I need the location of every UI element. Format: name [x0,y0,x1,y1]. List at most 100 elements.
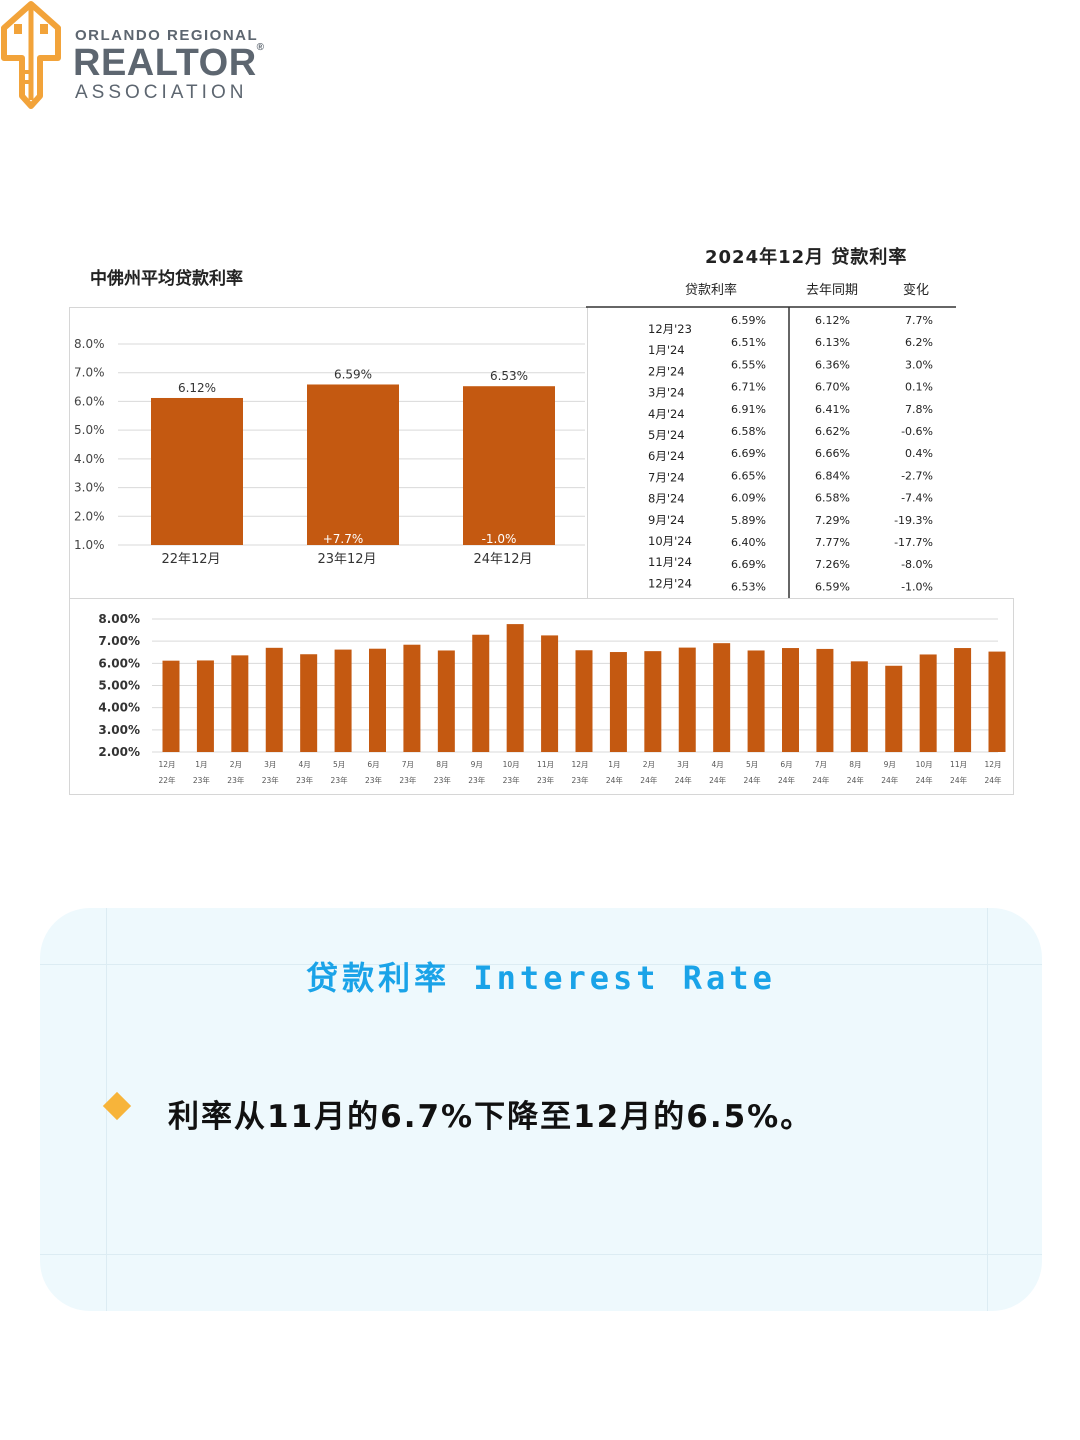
bar [265,647,283,752]
x-month-label: 3月 [264,760,276,769]
table-rate: 6.69% [731,558,766,571]
logo-line1: ORLANDO REGIONAL [75,27,259,44]
yearly-comparison-svg: 8.0% 7.0% 6.0% 5.0% 4.0% 3.0% 2.0% 1.0% 6.12% 22年… [74,337,585,567]
table-last-year: 6.66% [815,447,850,460]
y-tick-label: 2.00% [98,745,140,759]
yearly-comparison-chart: 8.0% 7.0% 6.0% 5.0% 4.0% 3.0% 2.0% 1.0% 6.12% 22年… [69,307,588,600]
bar [151,397,243,545]
bar [162,660,180,752]
x-month-label: 5月 [746,760,758,769]
bar [747,650,765,752]
table-rate: 6.58% [731,425,766,438]
bar [437,650,455,752]
x-month-label: 9月 [471,760,483,769]
table-change: -0.6% [901,425,933,438]
table-rate: 6.71% [731,381,766,394]
rate-table: 贷款利率 去年同期 变化 12月'23 6.59% 6.12% 7.7% 1月'24 6.51%… [586,275,966,600]
bar [403,644,421,752]
table-month: 2月'24 [648,364,685,378]
bar [644,651,662,752]
x-year-label: 22年 [158,775,176,785]
x-category-label: 24年12月 [473,552,532,567]
x-year-label: 24年 [606,775,624,785]
x-month-label: 5月 [333,760,345,769]
table-month: 6月'24 [648,449,685,463]
table-rate: 6.51% [731,336,766,349]
y-tick-label: 4.00% [98,701,140,715]
x-month-label: 12月 [158,760,175,769]
x-year-label: 24年 [778,775,796,785]
table-last-year: 6.58% [815,492,850,505]
table-rate: 6.09% [731,492,766,505]
y-tick-label: 7.00% [98,634,140,648]
table-last-year: 6.70% [815,381,850,394]
x-year-label: 24年 [812,775,830,785]
x-month-label: 8月 [436,760,448,769]
y-tick-label: 4.0% [74,452,105,466]
bar [782,648,799,752]
x-month-label: 2月 [230,760,242,769]
change-label: +7.7% [323,532,364,546]
table-change: 3.0% [905,358,933,371]
card-gridline [40,1254,1042,1255]
bar [954,648,972,752]
x-month-label: 12月 [984,760,1001,769]
table-month: 12月'23 [648,322,692,336]
x-year-label: 23年 [296,775,314,785]
x-year-label: 23年 [503,775,521,785]
x-year-label: 23年 [331,775,349,785]
x-month-label: 8月 [849,760,861,769]
logo: ORLANDO REGIONAL REALTOR® ASSOCIATION [0,0,280,112]
table-month: 9月'24 [648,513,685,527]
x-year-label: 24年 [709,775,727,785]
x-year-label: 23年 [434,775,452,785]
table-month: 3月'24 [648,386,685,400]
table-last-year: 6.12% [815,314,850,327]
table-month: 8月'24 [648,492,685,506]
table-change: -19.3% [894,514,933,527]
bar [575,650,593,752]
bar [506,624,524,752]
monthly-rate-svg: 8.00% 7.00% 6.00% 5.00% 4.00% 3.00% 2.00% 12月 22… [98,612,1006,785]
bar [988,651,1006,752]
bar [369,648,386,752]
x-month-label: 3月 [677,760,689,769]
x-month-label: 10月 [916,760,933,769]
monthly-rate-chart: 8.00% 7.00% 6.00% 5.00% 4.00% 3.00% 2.00% 12月 22… [69,598,1014,795]
table-header: 去年同期 [806,283,858,298]
table-change: 0.1% [905,381,933,394]
bar [816,648,834,752]
y-tick-label: 8.0% [74,337,105,351]
x-year-label: 23年 [537,775,555,785]
x-year-label: 24年 [984,775,1002,785]
table-month: 12月'24 [648,576,692,590]
x-year-label: 24年 [675,775,693,785]
table-change: -17.7% [894,536,933,549]
x-month-label: 12月 [571,760,588,769]
x-category-label: 23年12月 [317,552,376,567]
x-year-label: 24年 [916,775,934,785]
x-year-label: 24年 [950,775,968,785]
x-month-label: 4月 [299,760,311,769]
x-year-label: 24年 [881,775,899,785]
data-label: 6.59% [334,367,372,381]
table-rate: 6.59% [731,314,766,327]
x-year-label: 24年 [640,775,658,785]
card-summary-text: 利率从11月的6.7%下降至12月的6.5%。 [168,1099,814,1135]
table-change: 6.2% [905,336,933,349]
y-tick-label: 8.00% [98,612,140,626]
table-month: 5月'24 [648,428,685,442]
x-month-label: 6月 [367,760,379,769]
table-last-year: 6.41% [815,403,850,416]
bar [713,643,731,752]
bar [307,384,399,545]
table-last-year: 6.36% [815,358,850,371]
y-tick-label: 2.0% [74,509,105,523]
bar [463,386,555,545]
key-house-icon [1,1,61,109]
x-year-label: 23年 [262,775,280,785]
x-month-label: 6月 [780,760,792,769]
table-header: 变化 [903,282,929,298]
table-last-year: 6.59% [815,580,850,593]
bar [919,654,937,752]
